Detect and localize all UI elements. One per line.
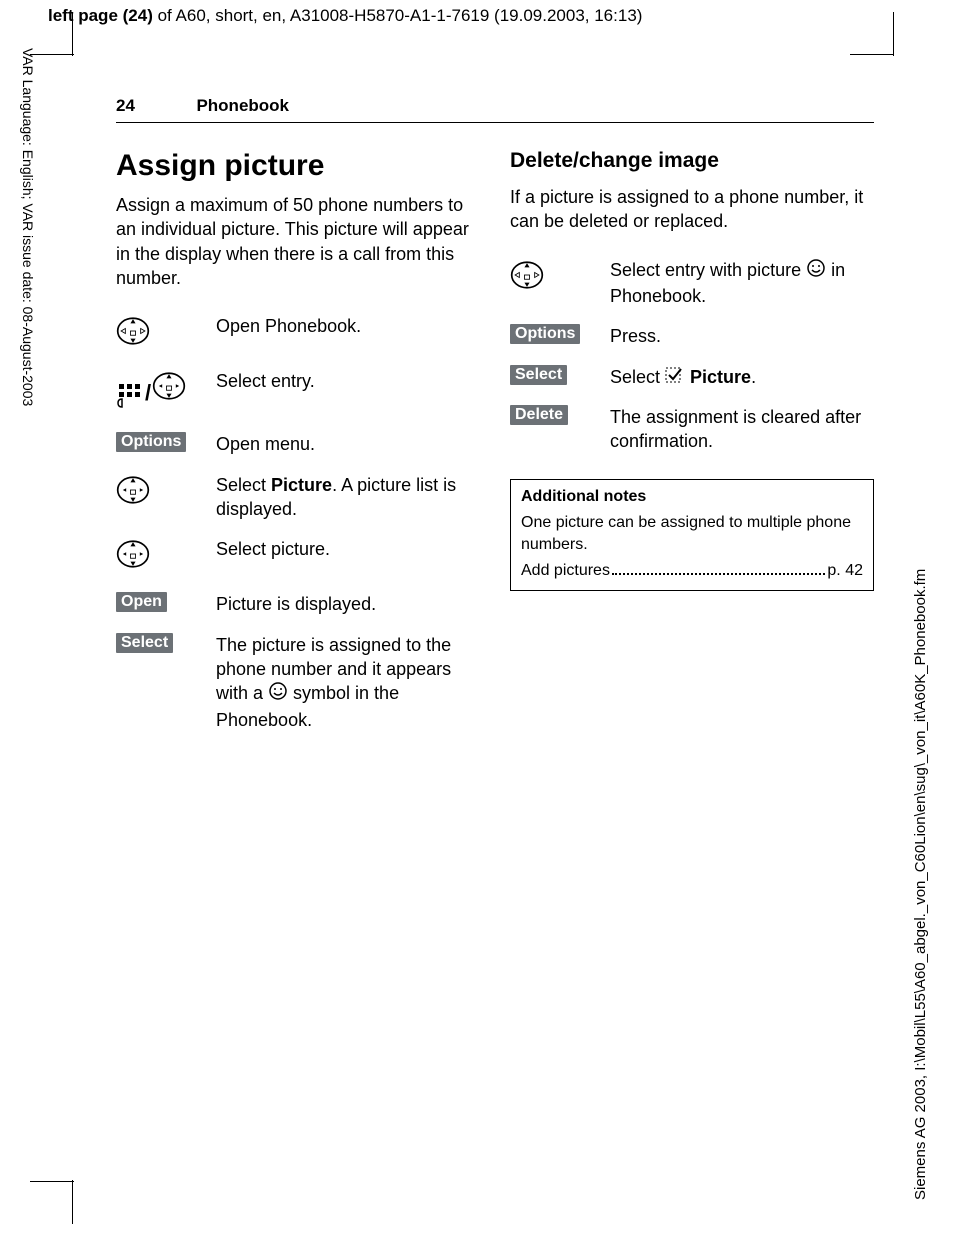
- top-meta-rest: of A60, short, en, A31008-H5870-A1-1-761…: [153, 6, 643, 25]
- intro-left: Assign a maximum of 50 phone numbers to …: [116, 193, 480, 290]
- notes-line: One picture can be assigned to multiple …: [521, 512, 863, 555]
- nav-full-icon: [116, 306, 216, 361]
- crop-mark: [72, 1180, 73, 1224]
- section-header: 24 Phonebook: [116, 96, 874, 123]
- dot-leader: [612, 573, 825, 575]
- softkey-delete: Delete: [510, 405, 568, 425]
- notes-title: Additional notes: [521, 488, 863, 506]
- nav-updown-icon: [116, 529, 216, 584]
- intro-right: If a picture is assigned to a phone numb…: [510, 185, 874, 234]
- step-text: Select entry with picture in Phonebook.: [610, 258, 874, 309]
- step-text: Press.: [610, 324, 874, 348]
- heading-assign-picture: Assign picture: [116, 149, 480, 183]
- top-meta-bold: left page (24): [48, 6, 153, 25]
- side-right-text: Siemens AG 2003, I:\Mobil\L55\A60_abgel.…: [912, 200, 932, 1200]
- nav-updown-icon: [116, 465, 216, 530]
- checkbox-icon: [665, 367, 685, 387]
- step-text: Open Phonebook.: [216, 314, 480, 338]
- softkey-select: Select: [116, 633, 173, 653]
- step-row: / Select entry.: [116, 361, 480, 424]
- side-left-text: VAR Language: English; VAR issue date: 0…: [18, 48, 36, 548]
- step-text: Select picture.: [216, 537, 480, 561]
- notes-ref-label: Add pictures: [521, 562, 610, 580]
- heading-delete-change: Delete/change image: [510, 149, 874, 173]
- crop-mark: [30, 1181, 74, 1182]
- softkey-open: Open: [116, 592, 167, 612]
- step-row: Open Phonebook.: [116, 306, 480, 361]
- section-name: Phonebook: [196, 96, 289, 115]
- step-row: Select entry with picture in Phonebook.: [510, 250, 874, 317]
- additional-notes-box: Additional notes One picture can be assi…: [510, 479, 874, 590]
- bold-picture: Picture: [271, 475, 332, 495]
- keypad-nav-icon: /: [116, 361, 216, 424]
- step-row: Select Select Picture.: [510, 357, 874, 397]
- step-row: Select picture.: [116, 529, 480, 584]
- step-row: Options Open menu.: [116, 424, 480, 464]
- step-row: Select Picture. A picture list is displa…: [116, 465, 480, 530]
- step-row: Open Picture is displayed.: [116, 584, 480, 624]
- step-row: Delete The assignment is cleared after c…: [510, 397, 874, 462]
- right-column: Delete/change image If a picture is assi…: [510, 149, 874, 740]
- softkey-select: Select: [510, 365, 567, 385]
- bold-picture: Picture: [685, 367, 751, 387]
- steps-left: Open Phonebook. / Select entry. Options …: [116, 306, 480, 740]
- nav-full-icon: [510, 250, 610, 317]
- step-text: Picture is displayed.: [216, 592, 480, 616]
- top-meta: left page (24) of A60, short, en, A31008…: [48, 6, 642, 26]
- softkey-options: Options: [510, 324, 580, 344]
- step-row: Select The picture is assigned to the ph…: [116, 625, 480, 740]
- smiley-icon: [806, 258, 826, 284]
- left-column: Assign picture Assign a maximum of 50 ph…: [116, 149, 480, 740]
- step-text: Select Picture. A picture list is displa…: [216, 473, 480, 522]
- step-text: The assignment is cleared after confirma…: [610, 405, 874, 454]
- step-text: Open menu.: [216, 432, 480, 456]
- crop-mark: [850, 54, 894, 55]
- steps-right: Select entry with picture in Phonebook. …: [510, 250, 874, 462]
- step-text: Select Picture.: [610, 365, 874, 389]
- smiley-icon: [268, 681, 288, 707]
- crop-mark: [893, 12, 894, 56]
- softkey-options: Options: [116, 432, 186, 452]
- step-row: Options Press.: [510, 316, 874, 356]
- step-text: Select entry.: [216, 369, 480, 393]
- step-text: The picture is assigned to the phone num…: [216, 633, 480, 732]
- page-number: 24: [116, 96, 192, 116]
- notes-ref: Add pictures p. 42: [521, 562, 863, 580]
- crop-mark: [30, 54, 74, 55]
- notes-ref-page: p. 42: [827, 562, 863, 580]
